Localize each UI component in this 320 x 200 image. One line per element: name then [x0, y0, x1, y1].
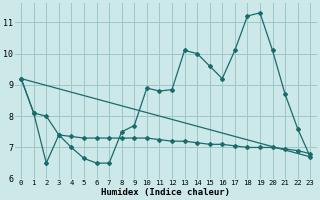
X-axis label: Humidex (Indice chaleur): Humidex (Indice chaleur): [101, 188, 230, 197]
